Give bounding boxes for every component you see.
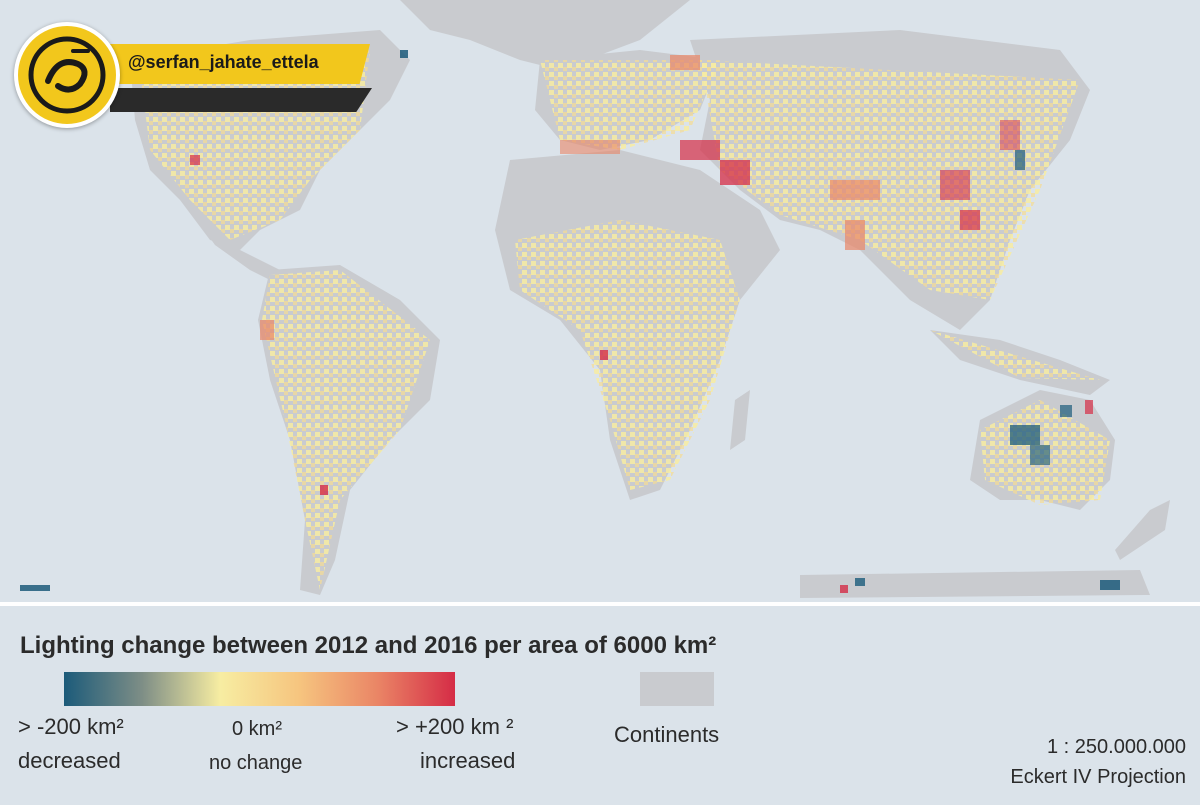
watermark-badge: @serfan_jahate_ettela <box>10 18 380 128</box>
madagascar-landmass <box>730 390 750 450</box>
map-scale: 1 : 250.000.000 <box>1046 736 1186 758</box>
ettela-logo-icon <box>14 22 120 128</box>
continents-label: Continents <box>614 722 720 747</box>
greenland-landmass <box>400 0 690 70</box>
antarctica-fringe <box>800 570 1150 598</box>
legend-mid-value: 0 km² <box>232 718 282 740</box>
legend-min-value: > -200 km² <box>18 714 124 739</box>
watermark-handle-bar <box>110 44 370 84</box>
legend-title: Lighting change between 2012 and 2016 pe… <box>20 632 717 659</box>
hotspots-layer <box>20 50 1120 593</box>
world-map: @serfan_jahate_ettela <box>10 0 1170 598</box>
new-zealand-landmass <box>1115 500 1170 560</box>
map-canvas <box>20 0 1170 598</box>
logo-glyph <box>28 36 106 114</box>
legend-max-desc: increased <box>420 748 516 773</box>
legend-panel: Lighting change between 2012 and 2016 pe… <box>0 606 1200 805</box>
watermark-handle: @serfan_jahate_ettela <box>128 52 319 72</box>
continents-swatch <box>640 672 714 706</box>
map-projection: Eckert IV Projection <box>1010 766 1186 788</box>
watermark-underbar <box>110 88 372 112</box>
central-america-landmass <box>190 210 300 285</box>
legend-max-value: > +200 km ² <box>396 714 514 739</box>
panel-divider <box>0 602 1200 606</box>
legend-min-desc: decreased <box>18 748 121 773</box>
color-ramp <box>64 672 455 706</box>
legend-mid-desc: no change <box>209 752 303 774</box>
